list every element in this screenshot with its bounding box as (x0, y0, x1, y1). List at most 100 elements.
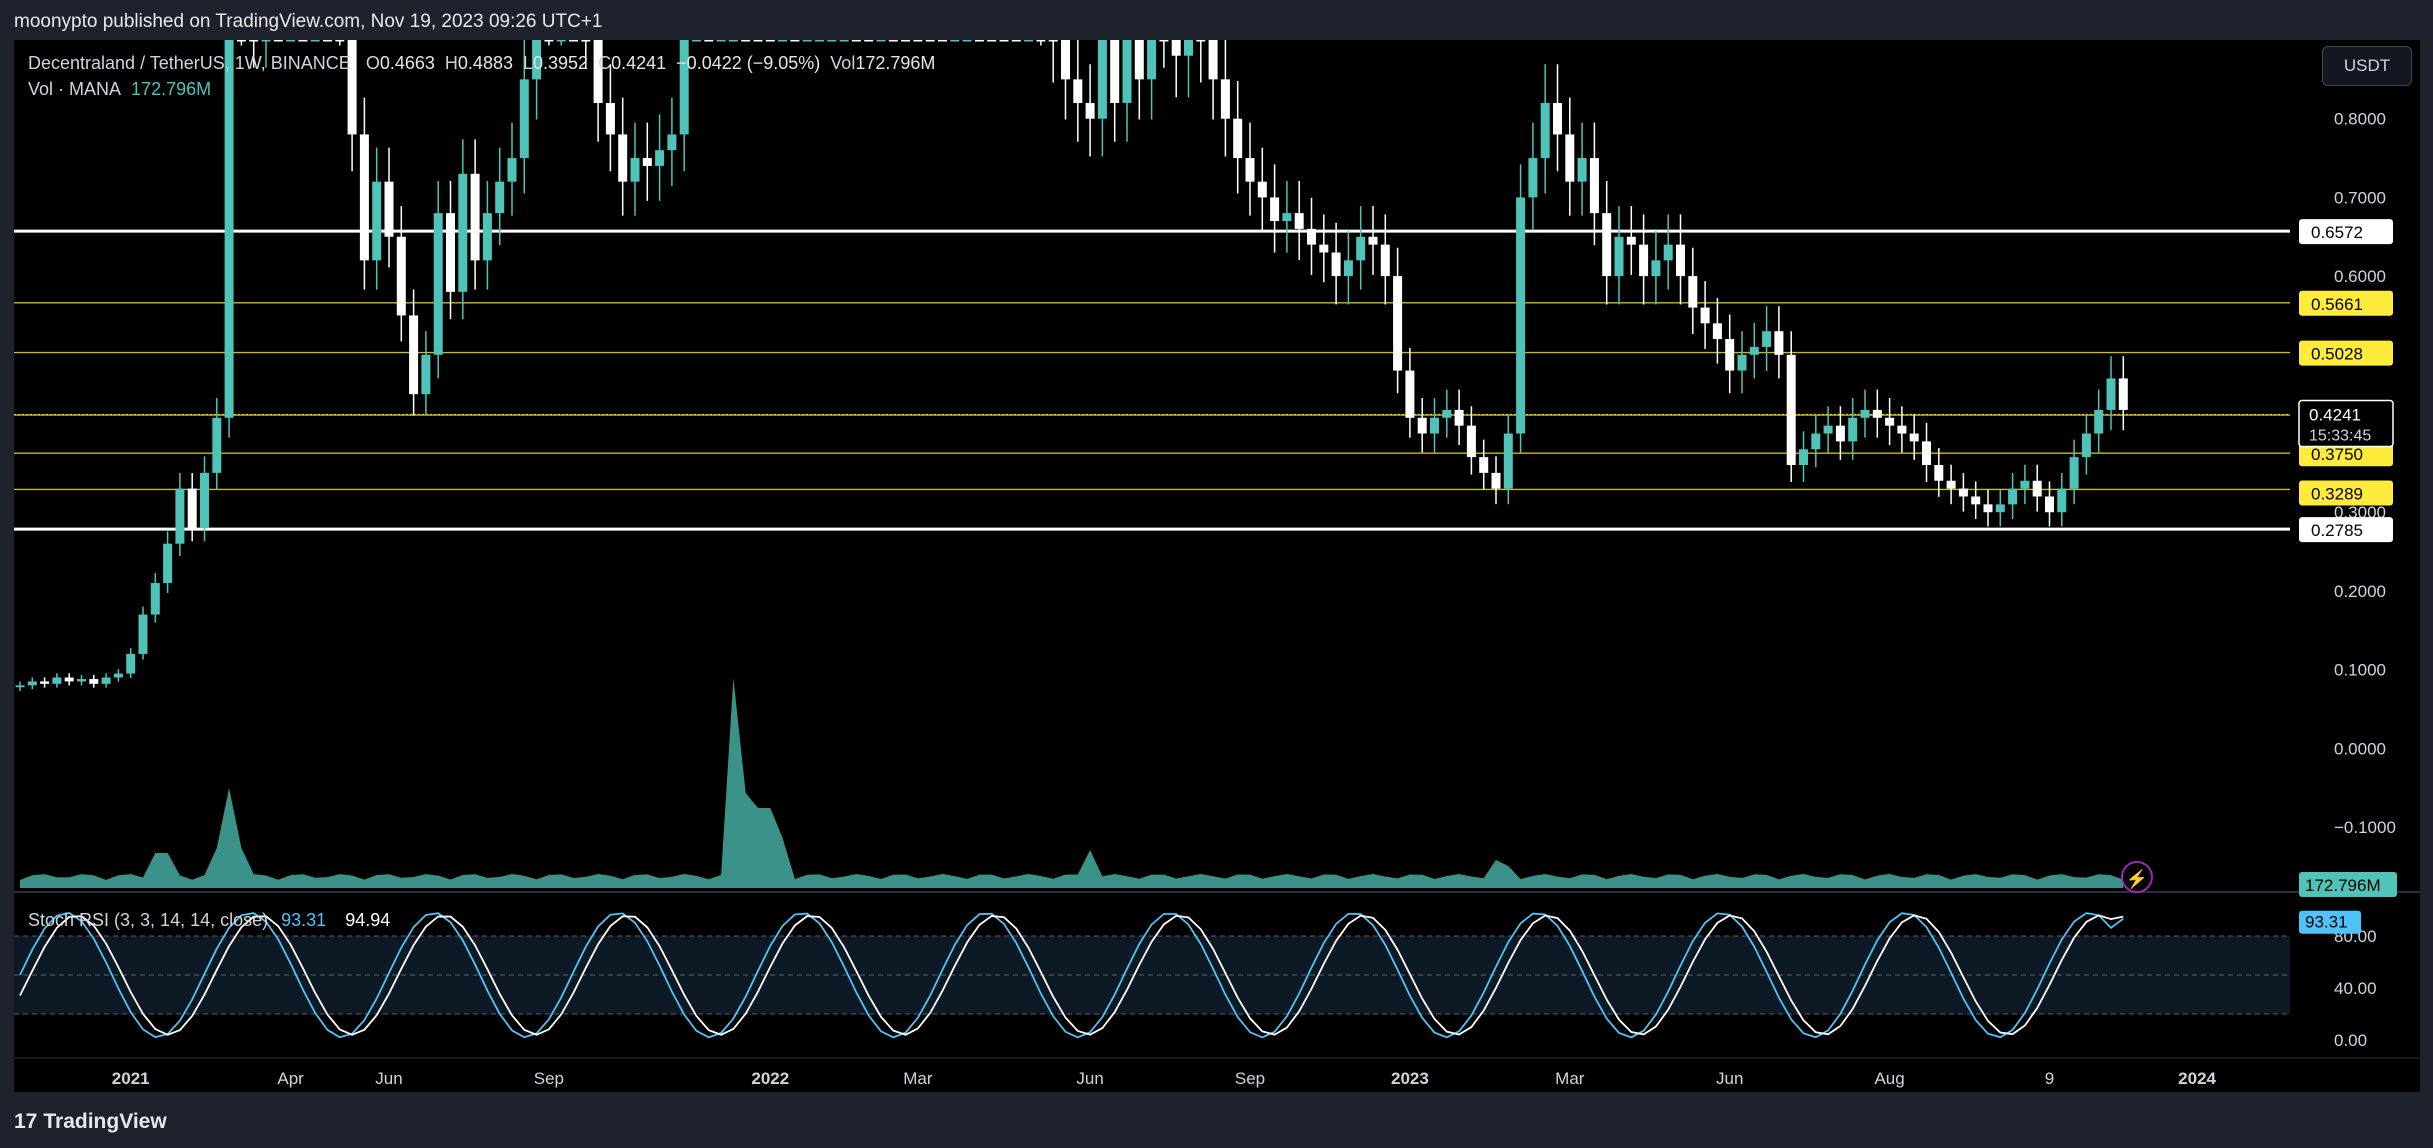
time-tick-label: Jun (1716, 1069, 1743, 1088)
candle-body (2094, 409, 2104, 434)
candle-body (1958, 488, 1968, 497)
candle-body (1319, 244, 1329, 253)
tradingview-logo[interactable]: 17 TradingView (14, 1110, 167, 1134)
candle-body (642, 158, 652, 166)
candle-body (1134, 40, 1144, 80)
price-badge (2299, 480, 2393, 506)
candle-body (77, 679, 86, 682)
candle-body (618, 134, 628, 182)
candle-body (1282, 213, 1292, 222)
time-tick-label: Mar (903, 1069, 933, 1088)
candle-body (2057, 488, 2067, 513)
chart-area[interactable]: 0.80000.70000.60000.50000.40000.30000.20… (14, 0, 2420, 1092)
candle-body (1872, 409, 1882, 418)
candle-body (1589, 158, 1599, 214)
close-value: 0.4241 (611, 53, 667, 73)
candle-body (323, 40, 332, 42)
candle-body (1479, 457, 1489, 473)
stoch-k-value: 93.31 (281, 910, 327, 930)
candle-body (1368, 236, 1378, 245)
price-badge (2299, 517, 2393, 543)
stoch-k-badge (2299, 910, 2361, 934)
candle-body (839, 40, 849, 42)
price-badge (2299, 290, 2393, 316)
lightning-icon[interactable]: ⚡ (2121, 861, 2153, 893)
price-badge-label: 0.5028 (2311, 345, 2363, 364)
candle-body (1159, 40, 1169, 42)
time-tick-label: 9 (2045, 1069, 2054, 1088)
candle-body (974, 40, 984, 42)
candle-body (200, 472, 209, 528)
candle-body (1700, 307, 1710, 324)
candle-body (987, 40, 997, 42)
candle-body (1860, 409, 1870, 418)
candle-body (1602, 213, 1612, 277)
candle-body (938, 40, 947, 42)
candle-body (2008, 488, 2018, 505)
candle-body (1073, 79, 1083, 103)
candle-body (1220, 79, 1230, 119)
time-tick-label: Jun (375, 1069, 402, 1088)
stoch-legend: Stoch RSI (3, 3, 14, 14, close) 93.31 94… (28, 910, 390, 931)
candle-body (1184, 40, 1193, 56)
candle-body (1343, 260, 1353, 277)
candle-body (962, 40, 972, 42)
high-label: H (444, 53, 458, 73)
candle-body (1725, 339, 1735, 371)
volume-layer (20, 678, 2124, 888)
candle-body (1061, 40, 1070, 80)
close-label: C (598, 53, 612, 73)
stoch-k-line (19, 912, 2124, 1039)
candle-body (1196, 40, 1206, 42)
candle-body (790, 40, 800, 42)
candle-body (1577, 158, 1587, 182)
candle-body (1430, 417, 1439, 434)
candle-body (778, 40, 788, 42)
candle-body (310, 40, 320, 42)
candle-body (692, 40, 701, 42)
last-price-badge (2298, 399, 2394, 448)
candle-body (704, 40, 714, 42)
price-legend: Decentraland / TetherUS, 1W, BINANCE O0.… (28, 53, 935, 105)
chart-svg[interactable]: 0.80000.70000.60000.50000.40000.30000.20… (14, 0, 2420, 1092)
candle-body (679, 40, 689, 135)
candle-body (815, 40, 824, 42)
time-tick-label: Aug (1874, 1069, 1904, 1088)
vol-value: 172.796M (855, 53, 936, 73)
candle-body (1122, 40, 1132, 103)
candle-body (1294, 213, 1304, 229)
time-tick-label: Jun (1076, 1069, 1103, 1088)
candle-body (138, 614, 148, 654)
candle-body (1405, 370, 1415, 418)
volume-badge-label: 172.796M (2305, 876, 2381, 895)
candle-body (89, 679, 99, 684)
price-tick-label: 0.8000 (2334, 110, 2386, 129)
last-price-label: 0.4241 (2309, 406, 2361, 425)
candle-body (581, 40, 591, 42)
price-badge-label: 0.3750 (2311, 445, 2363, 464)
time-tick-label: Mar (1555, 1069, 1585, 1088)
candle-body (249, 40, 259, 42)
candle-body (359, 134, 369, 261)
candle-body (1048, 40, 1058, 42)
candle-body (1639, 244, 1649, 277)
candle-body (396, 236, 406, 316)
currency-button[interactable]: USDT (2322, 46, 2412, 86)
candle-body (1110, 40, 1120, 103)
price-tick-label: 0.7000 (2334, 188, 2386, 207)
candle-body (1835, 425, 1845, 442)
candle-body (163, 543, 173, 584)
candle-body (1799, 449, 1808, 465)
symbol-label: Decentraland / TetherUS, 1W, BINANCE (28, 53, 351, 73)
volume-badge (2299, 872, 2397, 897)
candle-body (1995, 504, 2005, 513)
candle-body (1540, 102, 1550, 159)
candle-body (716, 40, 726, 42)
candle-body (1823, 425, 1833, 434)
countdown-label: 15:33:45 (2309, 428, 2371, 445)
candle-body (113, 673, 123, 678)
candle-body (372, 181, 382, 261)
time-tick-label: Sep (534, 1069, 564, 1088)
candle-body (175, 488, 185, 544)
candle-body (1565, 134, 1575, 182)
